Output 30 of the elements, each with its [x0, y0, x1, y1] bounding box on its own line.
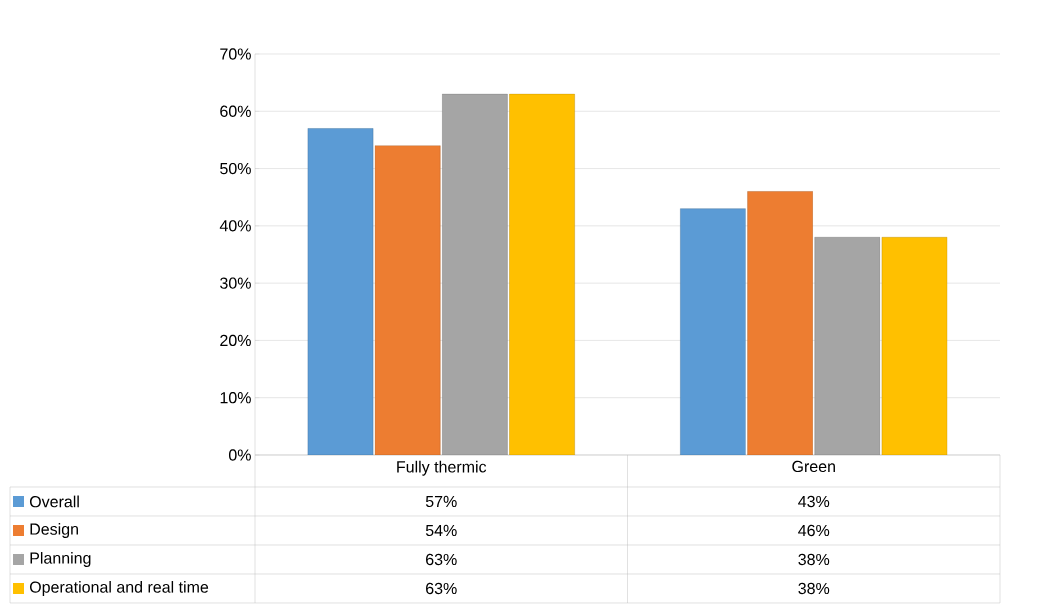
y-tick-label: 60%	[220, 105, 251, 117]
data-label: 38%	[798, 553, 830, 566]
data-label: 46%	[798, 524, 830, 537]
bar	[509, 93, 575, 455]
data-label: 43%	[798, 495, 830, 508]
bar	[881, 237, 948, 455]
legend-label: Overall	[29, 495, 79, 508]
legend-label: Operational and real time	[29, 581, 209, 596]
data-label: 63%	[426, 553, 457, 566]
y-tick-label: 40%	[219, 220, 251, 232]
legend-label: Design	[30, 523, 78, 538]
bar	[442, 93, 508, 455]
bar	[374, 145, 441, 455]
data-label: 54%	[425, 524, 457, 537]
bar	[307, 128, 374, 455]
y-tick-label: 30%	[220, 277, 251, 289]
y-tick-label: 0%	[228, 449, 251, 461]
y-tick-label: 10%	[220, 392, 251, 404]
x-tick-label: Green	[792, 460, 835, 473]
y-tick-label: 20%	[220, 334, 251, 347]
data-label: 38%	[798, 582, 830, 595]
legend-label: Planning	[30, 552, 91, 567]
data-label: 63%	[426, 582, 457, 595]
y-tick-label: 70%	[220, 48, 251, 60]
bar	[747, 191, 813, 455]
data-label: 57%	[425, 495, 457, 508]
x-tick-label: Fully thermic	[397, 460, 487, 476]
y-tick-label: 50%	[220, 162, 251, 175]
bar	[814, 237, 881, 455]
bar	[680, 208, 746, 455]
